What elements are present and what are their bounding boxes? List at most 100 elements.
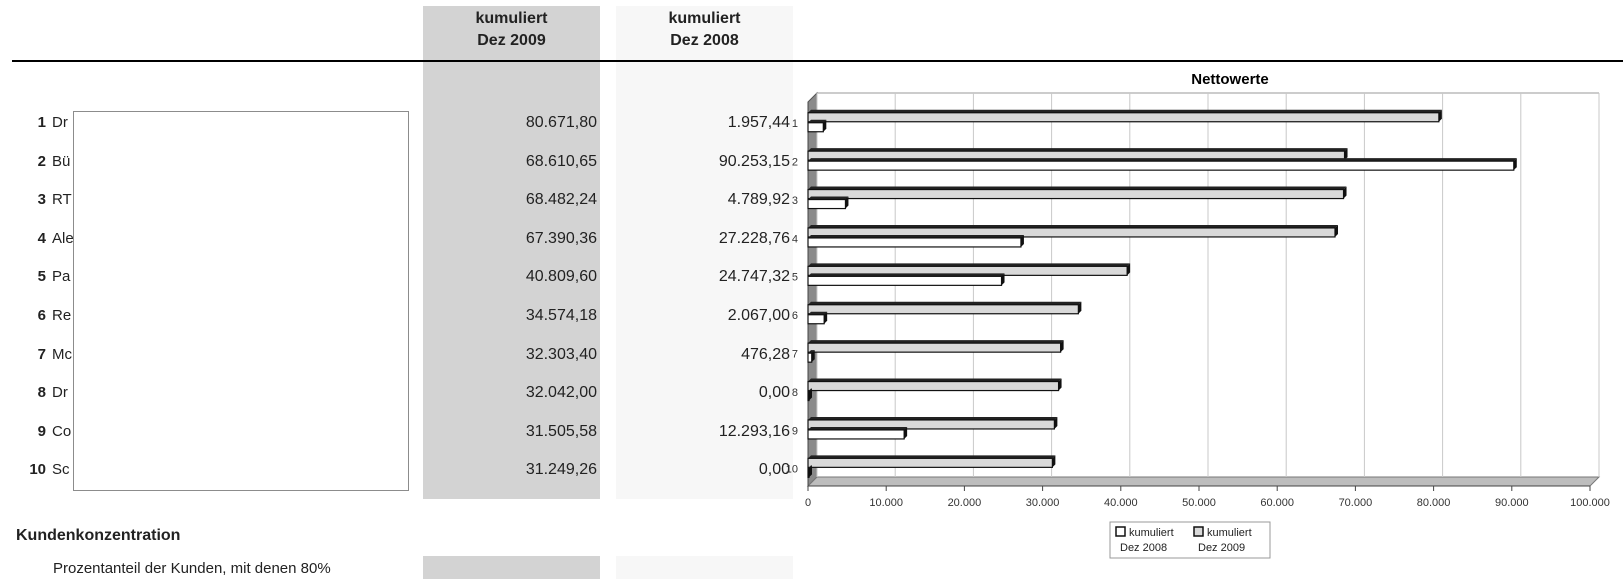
bar-2009	[807, 342, 1062, 353]
column-header-2008-line2: Dez 2008	[670, 32, 739, 49]
x-tick-label: 70.000	[1339, 497, 1373, 509]
legend-label: Dez 2008	[1120, 542, 1167, 554]
net-values-chart: Nettowerte 0 10.000 20.000 30.000 40.000 50.0…	[786, 71, 1610, 559]
bar-2008	[807, 237, 1022, 248]
row-rank: 10	[29, 461, 46, 478]
bar-2009-side-face	[1334, 224, 1338, 237]
bar-2008-side-face	[809, 388, 812, 401]
row-value-2008: 0,00	[758, 384, 790, 401]
row-customer-name: Dr	[52, 384, 68, 401]
y-tick-label: 9	[792, 425, 798, 437]
bar-2008	[807, 314, 825, 325]
row-rank: 7	[37, 346, 46, 363]
bar-2009-side-face	[1052, 455, 1056, 468]
bar-2008-top-face	[808, 350, 815, 354]
bar-2009-top-face	[808, 109, 1442, 113]
bar-2008	[807, 390, 810, 402]
bar-2008	[807, 467, 810, 478]
legend-box	[1109, 521, 1271, 559]
bar-2009-side-face	[1127, 263, 1131, 276]
x-tick-label: 10.000	[869, 497, 903, 509]
bar-2009-side-face	[1078, 301, 1082, 314]
y-tick-label: 3	[792, 195, 798, 207]
header-divider	[12, 60, 1623, 62]
row-value-2009: 68.482,24	[525, 191, 597, 208]
bar-2009-top-face	[808, 148, 1348, 152]
row-value-2009: 31.249,26	[525, 461, 597, 478]
bar-2009-side-face	[1060, 340, 1064, 353]
legend-label: kumuliert	[1129, 527, 1174, 539]
row-value-2008: 1.957,44	[727, 114, 790, 131]
row-rank: 4	[37, 230, 46, 247]
bar-2009-top-face	[808, 186, 1347, 190]
row-rank: 9	[37, 423, 46, 440]
y-tick-label: 10	[786, 464, 798, 476]
chart-floor	[806, 476, 1601, 487]
bar-2009-top-face	[808, 416, 1058, 420]
column-header-2008-line1: kumuliert	[668, 10, 741, 27]
row-value-2008: 27.228,76	[718, 230, 790, 247]
y-tick-label: 5	[792, 272, 798, 284]
column-2009-background-lower	[423, 556, 600, 579]
bar-2008-side-face	[1020, 234, 1024, 247]
legend-swatch	[1115, 526, 1126, 537]
row-customer-name: RT	[52, 191, 72, 208]
row-value-2009: 80.671,80	[525, 114, 597, 131]
row-customer-name: Dr	[52, 114, 68, 131]
row-rank: 6	[37, 307, 46, 324]
bar-2008-side-face	[904, 426, 908, 439]
bar-2009	[807, 380, 1060, 392]
row-customer-name: Mc	[52, 346, 72, 363]
row-value-2009: 68.610,65	[525, 153, 597, 170]
chart-title: Nettowerte	[1191, 71, 1269, 88]
chart-plot-area: 0 10.000 20.000 30.000 40.000 50.000 60.000 70.…	[786, 91, 1610, 559]
bar-2009-top-face	[808, 224, 1338, 228]
bar-2008-top-face	[808, 273, 1005, 277]
bar-2008-top-face	[808, 119, 827, 123]
x-tick-label: 40.000	[1104, 497, 1138, 509]
x-tick-label: 90.000	[1495, 497, 1529, 509]
bar-2009	[807, 304, 1079, 315]
row-customer-name: Bü	[52, 153, 71, 170]
column-header-2009: kumuliert Dez 2009	[423, 8, 600, 52]
row-customer-name: Co	[52, 423, 72, 440]
bar-2008	[807, 198, 847, 210]
bar-2009-top-face	[808, 263, 1131, 267]
bar-2008-top-face	[808, 234, 1024, 238]
row-customer-name: Ale	[52, 230, 74, 247]
bar-2009	[807, 227, 1336, 238]
bar-2008-side-face	[823, 119, 827, 132]
y-tick-label: 4	[792, 233, 798, 245]
y-tick-label: 7	[792, 349, 798, 361]
row-value-2008: 4.789,92	[727, 191, 790, 208]
bar-2008-side-face	[809, 465, 812, 478]
column-2008-background-lower	[616, 556, 793, 579]
column-header-2009-line2: Dez 2009	[477, 32, 546, 49]
column-2008-background	[616, 6, 793, 499]
bar-2008	[807, 160, 1515, 171]
x-tick-label: 60.000	[1260, 497, 1294, 509]
row-value-2009: 67.390,36	[525, 230, 597, 247]
bar-2008-side-face	[811, 350, 815, 363]
bar-2008	[807, 352, 813, 363]
row-value-2008: 2.067,00	[727, 307, 790, 324]
bar-2008-top-face	[808, 196, 849, 200]
bar-2008-side-face	[1513, 158, 1517, 171]
column-header-2008: kumuliert Dez 2008	[616, 8, 793, 52]
x-tick-label: 30.000	[1026, 497, 1060, 509]
row-value-2008: 12.293,16	[718, 423, 790, 440]
row-rank: 1	[37, 114, 46, 131]
legend-swatch	[1193, 526, 1204, 537]
y-tick-label: 8	[792, 387, 798, 399]
row-rank: 3	[37, 191, 46, 208]
row-rank: 8	[37, 384, 46, 401]
bar-2009	[807, 419, 1055, 430]
bar-2008-top-face	[808, 158, 1517, 162]
row-value-2009: 31.505,58	[525, 423, 597, 440]
bar-2008-top-face	[808, 465, 812, 469]
row-value-2009: 34.574,18	[525, 307, 597, 324]
bar-2009-side-face	[1438, 109, 1442, 122]
section-text: Prozentanteil der Kunden, mit denen 80%	[53, 560, 331, 577]
bar-2008-side-face	[845, 196, 849, 209]
x-tick-label: 0	[805, 497, 811, 509]
